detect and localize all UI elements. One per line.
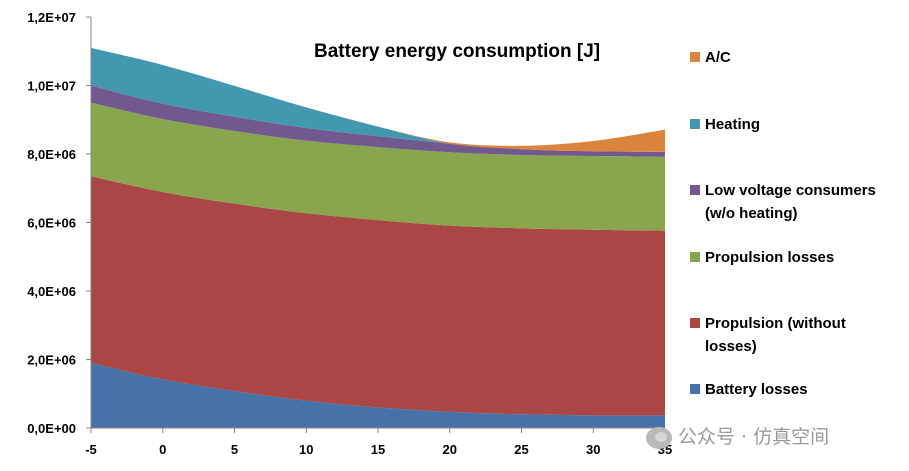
legend: A/C Heating Low voltage consumers (w/o heat…	[690, 49, 876, 398]
watermark: 公众号 · 仿真空间	[646, 422, 829, 449]
legend-swatch	[690, 119, 700, 129]
chart-title: Battery energy consumption [J]	[314, 41, 600, 62]
area-propulsion-losses	[91, 102, 665, 231]
area-battery-losses	[91, 362, 665, 428]
x-tick-label: 5	[231, 442, 238, 457]
area-heating	[91, 47, 665, 152]
legend-swatch	[690, 52, 700, 62]
y-tick-label: 2,0E+06	[27, 353, 76, 368]
x-tick-label: 25	[514, 442, 528, 457]
legend-label: Battery losses	[705, 381, 808, 398]
legend-label: (w/o heating)	[705, 205, 798, 222]
area-propulsion-without-losses	[91, 176, 665, 416]
legend-swatch	[690, 185, 700, 195]
area-a-c	[91, 47, 665, 152]
x-tick-label: 0	[159, 442, 166, 457]
legend-swatch	[690, 318, 700, 328]
legend-label: Low voltage consumers	[705, 182, 876, 199]
y-tick-label: 6,0E+06	[27, 216, 76, 231]
y-tick-label: 1,0E+07	[27, 79, 76, 94]
y-tick-label: 1,2E+07	[27, 10, 76, 25]
legend-label: Propulsion losses	[705, 249, 834, 266]
y-tick-label: 8,0E+06	[27, 147, 76, 162]
legend-swatch	[690, 252, 700, 262]
watermark-text: 公众号 · 仿真空间	[678, 426, 830, 448]
y-tick-label: 4,0E+06	[27, 284, 76, 299]
y-tick-label: 0,0E+00	[27, 421, 76, 436]
x-tick-label: 30	[586, 442, 600, 457]
legend-label: Heating	[705, 116, 760, 133]
x-tick-label: 10	[299, 442, 313, 457]
x-tick-label: -5	[85, 442, 97, 457]
legend-label: losses)	[705, 338, 757, 355]
y-tick-labels: 0,0E+00 2,0E+06 4,0E+06 6,0E+06 8,0E+06 1,0E+…	[27, 10, 91, 436]
x-tick-labels: -5 0 5 10 15 20 25 30 35	[85, 428, 672, 457]
legend-label: Propulsion (without	[705, 315, 846, 332]
x-tick-label: 20	[443, 442, 457, 457]
legend-label: A/C	[705, 49, 731, 66]
series-areas	[91, 47, 665, 428]
legend-swatch	[690, 384, 700, 394]
x-tick-label: 15	[371, 442, 385, 457]
wechat-icon	[646, 426, 672, 449]
area-low-voltage-consumers-w-o-heating	[91, 85, 665, 157]
